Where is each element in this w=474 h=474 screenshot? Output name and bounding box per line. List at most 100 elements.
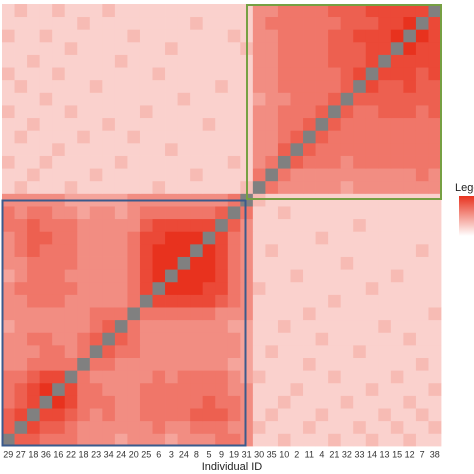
heatmap-cell [227,130,241,144]
heatmap-cell [340,294,354,308]
heatmap-cell [14,92,28,106]
heatmap-cell [64,4,78,18]
heatmap-cell [215,408,229,422]
heatmap-cell [252,29,266,43]
heatmap-cell [227,155,241,169]
heatmap-cell [190,370,204,384]
heatmap-cell [340,180,354,194]
heatmap-cell [14,395,28,409]
heatmap-cell [328,319,342,333]
heatmap-cell [215,307,229,321]
heatmap-cell [415,408,429,422]
heatmap-cell [340,41,354,55]
heatmap-cell [89,41,103,55]
heatmap-cell [165,269,178,283]
heatmap-cell [14,269,28,283]
heatmap-cell [315,357,329,371]
heatmap-cell [365,92,379,106]
heatmap-cell [77,92,91,106]
heatmap-cell [165,206,178,220]
heatmap-cell [89,29,103,43]
heatmap-cell [52,307,66,321]
heatmap-cell [202,206,216,220]
heatmap-cell [315,281,329,295]
heatmap-cell [403,332,417,346]
heatmap-cell [202,16,216,30]
heatmap-cell [328,168,342,182]
heatmap-cell [27,408,41,422]
heatmap-cell [114,256,128,270]
heatmap-cell [14,231,28,245]
heatmap-cell [152,218,166,232]
x-tick-label: 16 [53,449,63,459]
heatmap-cell [340,382,354,396]
heatmap-cell [127,408,141,422]
heatmap-cell [290,117,304,131]
x-tick-label: 22 [66,449,76,459]
heatmap-cell [152,420,166,434]
heatmap-cell [277,408,291,422]
heatmap-cell [378,79,392,93]
heatmap-cell [39,269,53,283]
heatmap-cell [89,382,103,396]
heatmap-cell [390,256,404,270]
heatmap-cell [265,16,279,30]
heatmap-cell [202,256,216,270]
heatmap-cell [227,420,241,434]
heatmap-cell [227,382,241,396]
heatmap-cell [315,231,329,245]
heatmap-cell [52,319,66,333]
heatmap-cell [152,16,166,30]
heatmap-cell [353,54,367,68]
heatmap-cell [428,29,442,43]
heatmap-cell [403,420,417,434]
heatmap-cell [303,281,316,295]
heatmap-cell [252,130,266,144]
heatmap-cell [290,243,304,257]
heatmap-cell [240,243,254,257]
heatmap-cell [353,420,367,434]
heatmap-cell [52,79,66,93]
heatmap-cell [177,67,191,81]
heatmap-cell [378,395,392,409]
heatmap-cell [365,41,379,55]
heatmap-cell [114,16,128,30]
heatmap-cell [428,180,442,194]
heatmap-cell [390,269,404,283]
heatmap-cell [215,243,229,257]
heatmap-cell [277,231,291,245]
heatmap-cell [202,29,216,43]
heatmap-cell [428,357,442,371]
heatmap-cell [190,357,204,371]
heatmap-cell [378,206,392,220]
heatmap-cell [27,382,41,396]
heatmap-cell [190,307,204,321]
heatmap-cell [303,155,316,169]
heatmap-cell [328,382,342,396]
heatmap-cell [102,281,116,295]
heatmap-cell [378,243,392,257]
heatmap-cell [428,4,442,18]
heatmap-cell [202,395,216,409]
heatmap-cell [390,231,404,245]
heatmap-cell [77,117,91,131]
heatmap-cell [2,395,15,409]
x-tick-label: 11 [305,449,314,459]
heatmap-cell [2,29,15,43]
heatmap-cell [277,332,291,346]
heatmap-cell [365,29,379,43]
heatmap-cell [353,92,367,106]
heatmap-cell [89,294,103,308]
heatmap-cell [328,344,342,358]
heatmap-cell [315,319,329,333]
heatmap-cell [165,54,178,68]
heatmap-cell [89,54,103,68]
heatmap-cell [202,433,216,447]
heatmap-cell [2,218,15,232]
heatmap-cell [27,180,41,194]
heatmap-cell [39,319,53,333]
heatmap-cell [152,370,166,384]
heatmap-cell [265,92,279,106]
heatmap-cell [165,408,178,422]
heatmap-cell [2,117,15,131]
